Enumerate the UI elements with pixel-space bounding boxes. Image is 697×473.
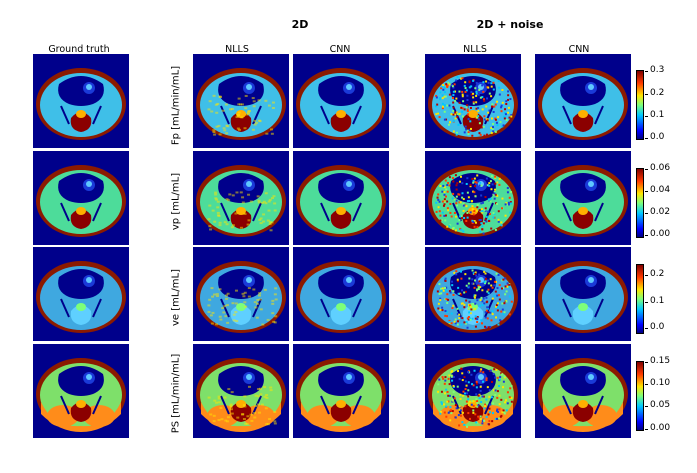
- colorbar-fp-tick: 0.0: [644, 132, 665, 142]
- col-title-cnn-2d: CNN: [329, 44, 351, 55]
- map-panel-ps-nlls-2d: [193, 344, 289, 438]
- col-title-ground-truth: Ground truth: [48, 44, 110, 55]
- colorbar-vp-tick: 0.00: [644, 229, 671, 239]
- colorbar-ps: [636, 361, 644, 431]
- group-title-2d: 2D: [291, 18, 309, 31]
- group-title-2d-noise: 2D + noise: [476, 18, 544, 31]
- map-panel-fp-nlls-2d: [193, 54, 289, 148]
- col-title-cnn-noise: CNN: [568, 44, 590, 55]
- map-panel-ps-nlls-noise: [425, 344, 521, 438]
- colorbar-ps-tick: 0.05: [644, 400, 671, 410]
- map-panel-fp-nlls-noise: [425, 54, 521, 148]
- colorbar-ve-tick: 0.0: [644, 322, 665, 332]
- map-panel-ve-nlls-noise: [425, 247, 521, 341]
- colorbar-ps-tick: 0.15: [644, 356, 671, 366]
- map-panel-ps-ground-truth: [33, 344, 129, 438]
- colorbar-ps-tick: 0.10: [644, 378, 671, 388]
- col-title-nlls-2d: NLLS: [225, 44, 249, 55]
- colorbar-fp: [636, 70, 644, 140]
- colorbar-fp-tick: 0.1: [644, 110, 665, 120]
- colorbar-ve-tick: 0.1: [644, 296, 665, 306]
- col-title-nlls-noise: NLLS: [463, 44, 487, 55]
- row-label-ve: ve [mL/mL]: [170, 268, 182, 327]
- map-panel-ps-cnn-noise: [535, 344, 631, 438]
- map-panel-vp-cnn-2d: [293, 151, 389, 245]
- map-panel-fp-ground-truth: [33, 54, 129, 148]
- colorbar-vp: [636, 168, 644, 238]
- map-panel-ve-ground-truth: [33, 247, 129, 341]
- map-panel-ve-cnn-2d: [293, 247, 389, 341]
- colorbar-ps-tick: 0.00: [644, 423, 671, 433]
- colorbar-fp-tick: 0.2: [644, 88, 665, 98]
- map-panel-ve-cnn-noise: [535, 247, 631, 341]
- map-panel-fp-cnn-2d: [293, 54, 389, 148]
- row-label-vp: vp [mL/mL]: [170, 172, 182, 231]
- map-panel-vp-cnn-noise: [535, 151, 631, 245]
- colorbar-fp-tick: 0.3: [644, 65, 665, 75]
- row-label-ps: PS [mL/min/mL]: [170, 353, 182, 434]
- map-panel-ve-nlls-2d: [193, 247, 289, 341]
- map-panel-vp-ground-truth: [33, 151, 129, 245]
- colorbar-vp-tick: 0.02: [644, 207, 671, 217]
- colorbar-ve-tick: 0.2: [644, 269, 665, 279]
- map-panel-ps-cnn-2d: [293, 344, 389, 438]
- map-panel-fp-cnn-noise: [535, 54, 631, 148]
- colorbar-vp-tick: 0.06: [644, 163, 671, 173]
- row-label-fp: Fp [mL/min/mL]: [170, 65, 182, 146]
- map-panel-vp-nlls-2d: [193, 151, 289, 245]
- map-panel-vp-nlls-noise: [425, 151, 521, 245]
- colorbar-ve: [636, 264, 644, 334]
- colorbar-vp-tick: 0.04: [644, 185, 671, 195]
